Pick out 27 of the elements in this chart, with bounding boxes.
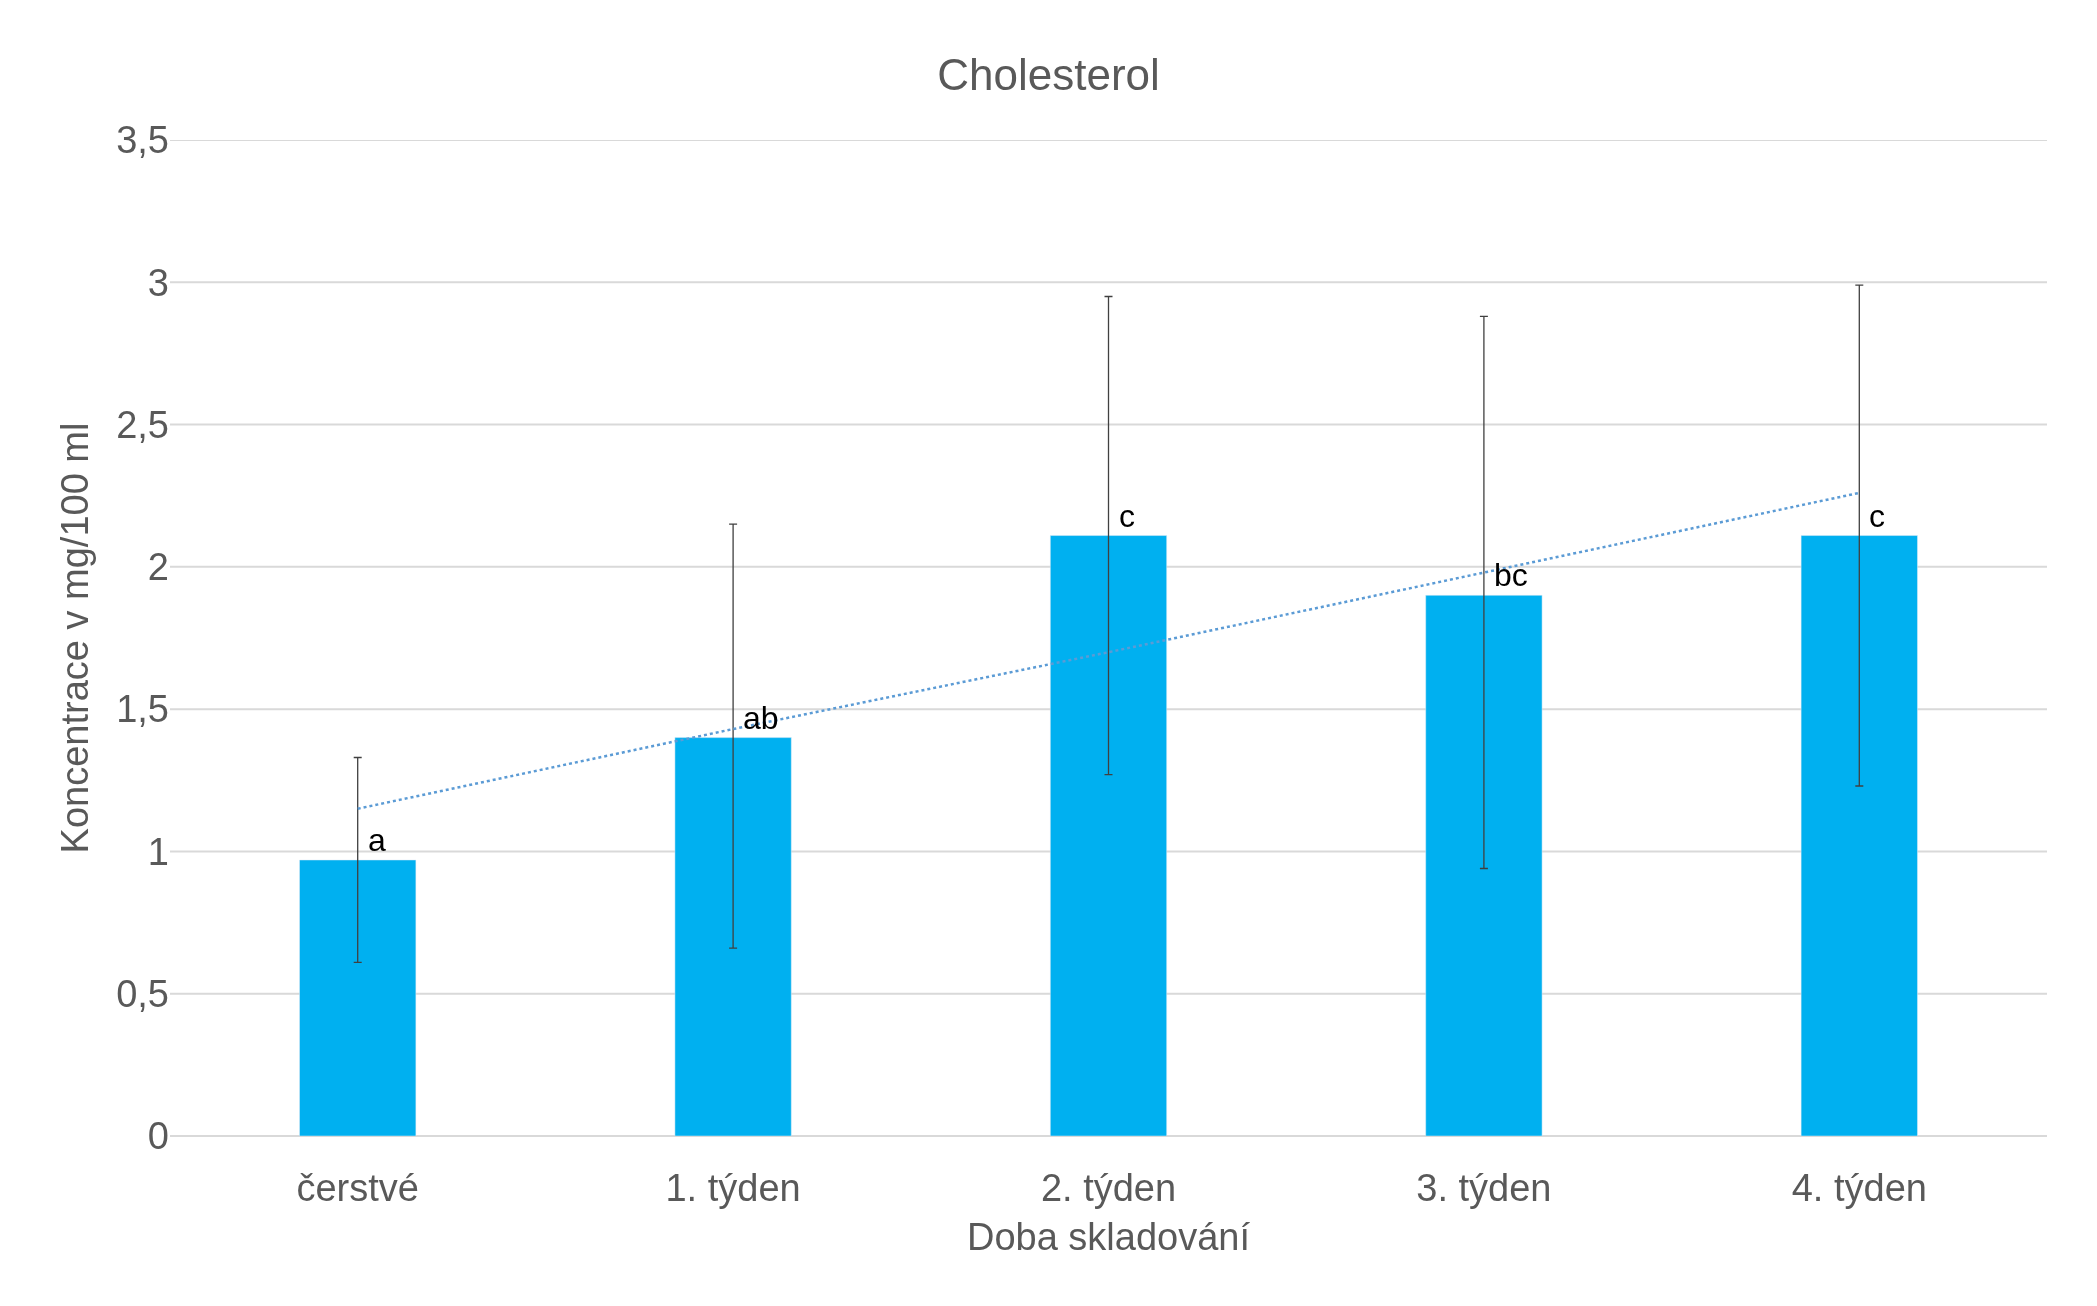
- y-tick-label: 2,5: [116, 403, 169, 446]
- x-tick-label: 2. týden: [1040, 1166, 1177, 1209]
- x-tick-label: 1. týden: [665, 1166, 801, 1209]
- y-tick-label: 3,5: [116, 119, 169, 162]
- x-axis-title: Doba skladování: [966, 1215, 1251, 1258]
- y-axis-title: Koncentrace v mg/100 ml: [54, 422, 97, 854]
- y-tick-label: 0,5: [116, 973, 169, 1016]
- bar: [1050, 535, 1167, 1136]
- bar: [1800, 535, 1918, 1136]
- bar: [1425, 595, 1543, 1136]
- y-tick-label: 1: [147, 830, 169, 873]
- y-tick-label: 0: [147, 1115, 169, 1158]
- chart-title: Cholesterol: [937, 49, 1160, 99]
- x-tick-label: čerstvé: [296, 1166, 419, 1209]
- y-tick-label: 2: [147, 546, 169, 589]
- annotation: c: [1119, 498, 1135, 534]
- annotation: bc: [1494, 557, 1528, 593]
- x-tick-label: 3. týden: [1416, 1166, 1552, 1209]
- annotation: c: [1869, 498, 1885, 534]
- annotation: a: [368, 822, 386, 858]
- y-tick-label: 1,5: [116, 688, 169, 731]
- x-tick-label: 4. týden: [1791, 1166, 1927, 1209]
- bar: [674, 737, 792, 1136]
- annotation: ab: [743, 700, 779, 736]
- y-tick-label: 3: [147, 261, 169, 304]
- line-series: [356, 491, 1861, 810]
- bar: [299, 859, 417, 1136]
